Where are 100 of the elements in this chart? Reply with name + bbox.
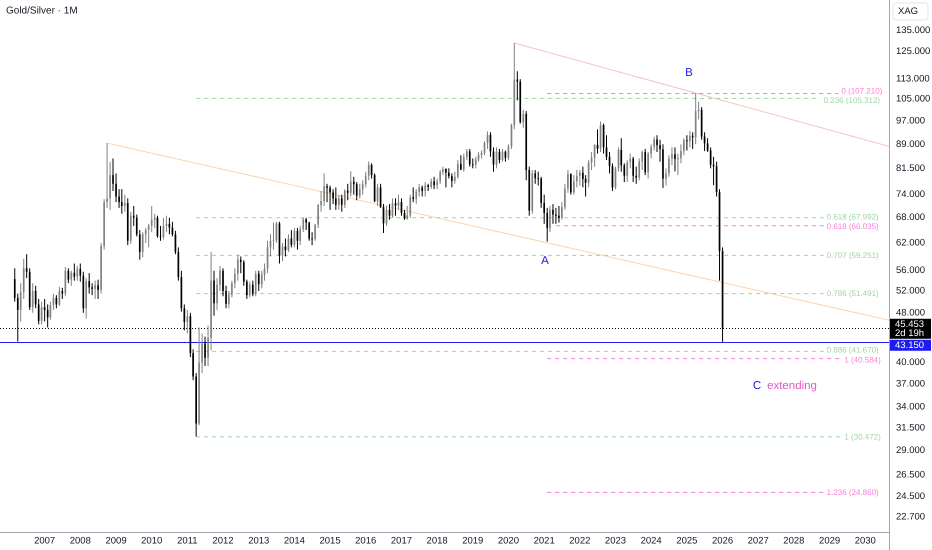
candlestick <box>674 146 676 172</box>
candlestick <box>596 128 598 154</box>
annotation: C <box>752 380 762 392</box>
candlestick <box>594 144 596 168</box>
x-tick-label: 2010 <box>141 536 162 546</box>
x-tick-label: 2019 <box>462 536 484 546</box>
x-tick-label: 2024 <box>640 536 662 546</box>
y-tick-label: 56.000 <box>896 265 926 276</box>
candlestick <box>213 270 215 316</box>
candlestick <box>120 188 123 214</box>
series-label: 0 (107.210) <box>841 86 883 96</box>
y-tick-label: 37.000 <box>896 378 926 390</box>
series-label: 0.886 (41.670) <box>826 346 880 355</box>
y-tick-label: 31.500 <box>896 422 926 434</box>
candlestick <box>288 234 290 252</box>
series-label: 0.236 (105.312) <box>824 96 880 106</box>
candlestick <box>14 268 16 302</box>
x-tick-label: 2030 <box>854 536 876 546</box>
series-label: 1 (30.472) <box>844 432 882 442</box>
x-tick-label: 2014 <box>284 536 305 546</box>
candlestick <box>150 205 153 233</box>
annotation: B <box>685 67 694 79</box>
candlestick <box>439 169 442 184</box>
x-tick-label: 2011 <box>177 536 198 546</box>
candlestick <box>392 198 394 218</box>
candlestick <box>394 198 396 216</box>
x-tick-label: 2017 <box>390 536 412 546</box>
candlestick <box>398 194 400 210</box>
y-tick-label: 22.700 <box>896 512 926 523</box>
candlestick <box>549 205 551 233</box>
candlestick <box>46 304 49 328</box>
candlestick <box>504 150 506 162</box>
candlestick <box>502 148 504 162</box>
series-label: 1.236 (24.860) <box>826 488 880 497</box>
candlestick <box>386 205 388 226</box>
y-tick-label: 29.000 <box>896 444 926 456</box>
candlestick <box>358 183 361 199</box>
candlestick <box>344 188 346 208</box>
candlestick <box>40 301 42 325</box>
candlestick <box>578 169 581 186</box>
candlestick <box>433 176 435 190</box>
candlestick <box>552 204 554 224</box>
ref-line-label: 43.150 <box>895 340 924 351</box>
y-tick-label: 26.500 <box>896 469 926 480</box>
x-tick-label: 2007 <box>34 536 56 546</box>
candlestick <box>97 279 99 300</box>
candlestick <box>94 280 96 300</box>
candlestick <box>204 336 206 366</box>
annotation: extending <box>767 380 817 392</box>
series-label: 0.618 (66.035) <box>826 222 880 232</box>
y-tick-label: 113.000 <box>896 74 930 85</box>
candlestick <box>600 120 602 153</box>
candlestick <box>388 204 390 220</box>
x-tick-label: 2023 <box>604 536 626 546</box>
y-tick-label: 24.500 <box>896 490 926 502</box>
text: Gold/Silver · 1M <box>6 6 78 16</box>
candlestick <box>162 217 164 240</box>
candlestick <box>555 207 557 224</box>
x-tick-label: 2028 <box>783 536 804 546</box>
y-tick-label: 105.000 <box>896 94 930 105</box>
x-tick-label: 2020 <box>498 536 520 546</box>
candlestick <box>368 160 370 181</box>
series-label: 1 (40.584) <box>844 355 882 364</box>
y-tick-label: 34.000 <box>896 401 926 412</box>
x-tick-label: 2015 <box>319 536 341 546</box>
series-label: 0.618 (67.992) <box>826 212 880 222</box>
y-tick-label: 125.000 <box>896 46 930 58</box>
x-tick-label: 2029 <box>819 536 840 546</box>
candlestick <box>296 227 298 250</box>
candlestick <box>376 183 378 206</box>
series-label: 0.786 (51.491) <box>826 289 880 298</box>
candlestick <box>496 146 498 169</box>
y-tick-label: 68.000 <box>896 212 926 224</box>
y-axis-title: XAG <box>898 6 918 17</box>
candlestick <box>350 170 352 198</box>
candlestick <box>692 132 694 150</box>
series-label: 0.707 (59.251) <box>826 250 880 260</box>
candlestick <box>689 130 691 148</box>
candlestick <box>252 280 254 297</box>
y-tick-label: 74.000 <box>896 189 926 200</box>
x-tick-label: 2008 <box>70 536 91 546</box>
x-tick-label: 2009 <box>105 536 127 546</box>
candlestick <box>186 309 188 334</box>
x-tick-label: 2025 <box>676 536 698 546</box>
candlestick <box>400 198 402 216</box>
y-tick-label: 97.000 <box>896 115 926 126</box>
candlestick <box>445 168 447 188</box>
text: 2d 19h <box>895 328 924 339</box>
candlestick <box>284 238 286 257</box>
y-tick-label: 62.000 <box>896 237 926 248</box>
x-tick-label: 2027 <box>748 536 769 546</box>
x-tick-label: 2026 <box>712 536 734 546</box>
annotation: A <box>541 255 550 267</box>
x-tick-label: 2016 <box>355 536 376 546</box>
y-tick-label: 48.000 <box>896 307 926 318</box>
x-tick-label: 2013 <box>248 536 270 546</box>
candlestick <box>498 148 500 164</box>
candlestick <box>451 172 453 188</box>
y-tick-label: 52.000 <box>896 285 926 296</box>
y-tick-label: 135.000 <box>896 25 930 36</box>
